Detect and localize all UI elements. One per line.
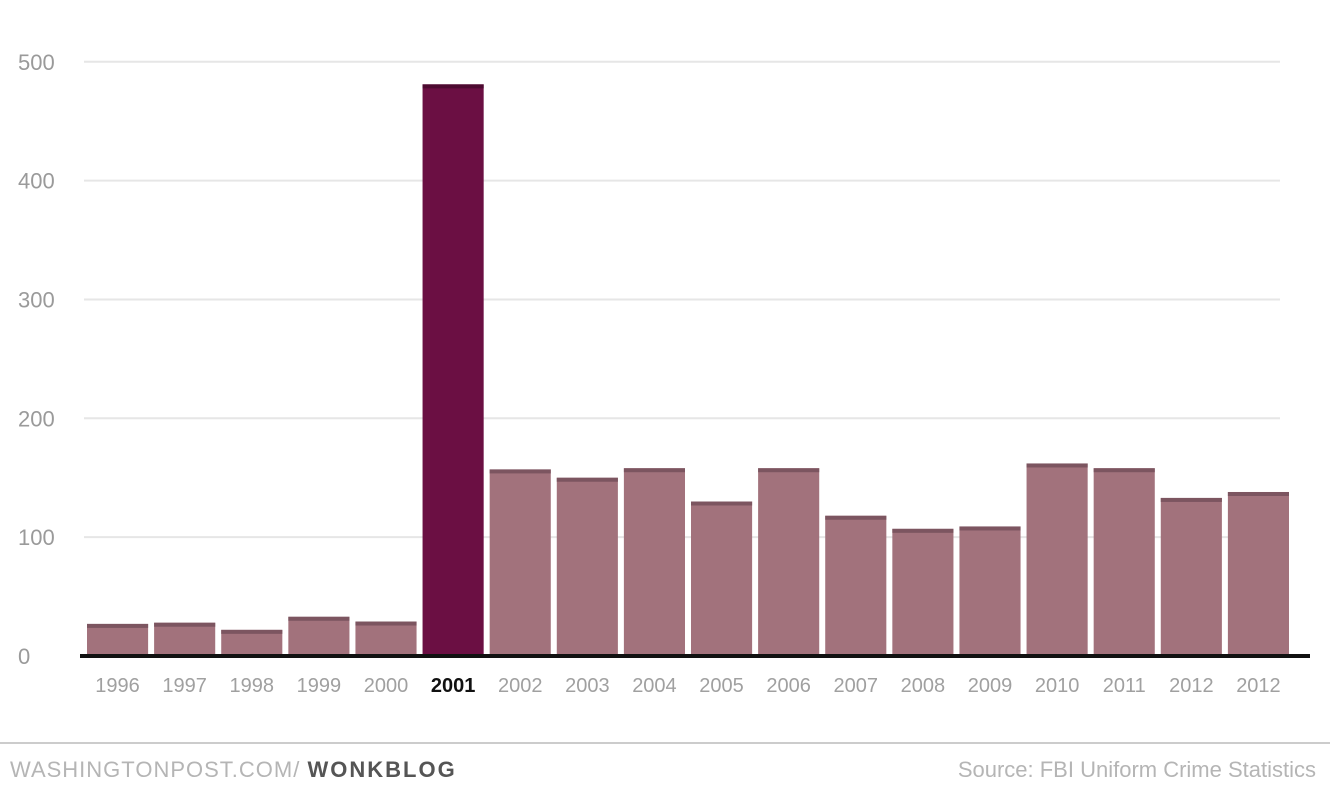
bar [1227,491,1289,656]
bar-cap [758,468,820,473]
bar-cap [959,526,1021,531]
bars [87,84,1289,657]
bar-cap [623,468,685,473]
x-tick-label: 2008 [901,675,946,697]
bar-cap [355,621,417,626]
bar-cap [221,629,283,634]
x-tick-label: 2005 [699,675,744,697]
bar [825,515,887,656]
footer-source: Source: FBI Uniform Crime Statistics [957,757,1316,782]
bar-cap [87,623,149,628]
x-tick-label: 1999 [297,675,342,697]
bar [288,616,350,656]
bar [1093,468,1155,656]
x-tick-label: 2003 [565,675,610,697]
gridlines [84,60,1280,539]
bar [892,528,954,656]
x-tick-label: 2012 [1236,675,1281,697]
y-tick-label: 500 [18,50,55,75]
bar-cap [422,84,484,89]
y-tick-label: 400 [18,169,55,194]
y-tick-label: 300 [18,287,55,312]
x-tick-label: 2004 [632,675,677,697]
bar-cap [489,469,551,474]
bar [959,526,1021,656]
bar-cap [825,515,887,520]
x-tick-label: 2009 [968,675,1013,697]
x-tick-label: 1997 [162,675,207,697]
x-tick-label: 2006 [766,675,811,697]
footer-publisher: WASHINGTONPOST.COM/ [10,757,301,782]
bar [556,477,618,656]
bar-cap [691,501,753,506]
bar-cap [556,477,618,482]
bar [1160,497,1222,656]
bar-cap [1160,497,1222,502]
footer-blog-name: WONKBLOG [307,757,457,782]
footer-divider [0,742,1330,744]
bar [691,501,753,656]
bar [221,629,283,656]
bar [355,621,417,656]
bar [758,468,820,656]
x-tick-label: 2002 [498,675,543,697]
y-tick-label: 0 [18,644,30,669]
y-tick-label: 200 [18,406,55,431]
y-tick-label: 100 [18,525,55,550]
footer-credit: WASHINGTONPOST.COM/ WONKBLOG [10,757,457,783]
x-tick-label: 1998 [230,675,275,697]
x-tick-label: 2010 [1035,675,1080,697]
x-tick-label: 2007 [834,675,879,697]
bar [623,468,685,656]
bar-cap [1093,468,1155,473]
x-tick-label: 2001 [431,675,476,697]
bar-cap [154,622,216,627]
bar-cap [892,528,954,533]
x-tick-label: 1996 [95,675,140,697]
bar-highlight [422,84,484,657]
bar-cap [288,616,350,621]
y-tick-labels: 0 100 200 300 400 500 [18,50,55,669]
bar-cap [1026,463,1088,468]
x-tick-label: 2000 [364,675,409,697]
bar [1026,463,1088,656]
bar [154,622,216,656]
bar [87,623,149,656]
x-tick-label: 2011 [1103,675,1146,697]
x-tick-label: 2012 [1169,675,1214,697]
x-tick-labels: 1996 1997 1998 1999 2000 2001 2002 2003 2004 2005… [95,675,1280,697]
bar-cap [1227,491,1289,496]
bar [489,469,551,656]
